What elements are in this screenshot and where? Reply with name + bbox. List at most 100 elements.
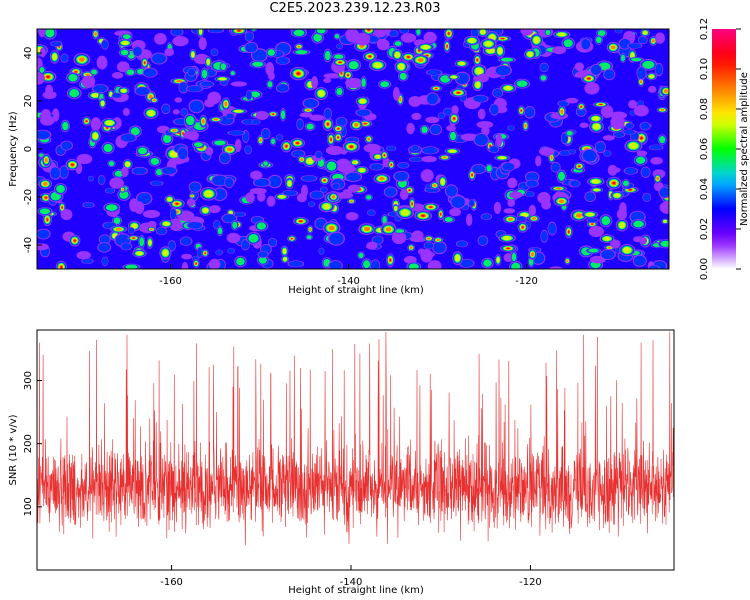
heatmap-blob — [594, 34, 603, 45]
heatmap-blob — [296, 118, 304, 131]
heatmap-blob — [637, 35, 648, 45]
heatmap-blob — [448, 112, 460, 125]
heatmap-blob — [422, 202, 440, 212]
heatmap-blob — [305, 234, 313, 241]
heatmap-blob — [147, 226, 156, 233]
heatmap-blob — [370, 259, 381, 269]
heatmap-blob — [355, 108, 372, 117]
heatmap-blob — [116, 61, 130, 73]
heatmap-blob — [396, 206, 415, 219]
heatmap-blob — [409, 236, 427, 243]
heatmap-blob — [59, 165, 69, 180]
heatmap-blob — [198, 37, 207, 50]
heatmap-blob — [421, 146, 440, 155]
heatmap-x-label: Height of straight line (km) — [288, 285, 424, 296]
heatmap-blob — [387, 159, 395, 170]
heatmap-blob — [43, 29, 57, 40]
heatmap-blob — [430, 181, 440, 190]
heatmap-blob — [37, 129, 52, 140]
heatmap-blob — [606, 41, 620, 53]
heatmap-blob — [209, 116, 223, 123]
heatmap-blob — [480, 213, 493, 221]
heatmap-blob — [97, 242, 112, 253]
heatmap-blob — [403, 255, 417, 264]
heatmap-blob — [455, 240, 469, 248]
heatmap-blob — [240, 239, 250, 251]
heatmap-blob — [187, 67, 196, 77]
snr-x-label: Height of straight line (km) — [288, 585, 424, 596]
heatmap-blob — [425, 69, 443, 76]
heatmap-blob — [172, 109, 180, 115]
heatmap-blob — [132, 45, 143, 57]
heatmap-blob — [99, 98, 107, 109]
heatmap-blob — [265, 47, 277, 58]
heatmap-blob — [262, 160, 270, 167]
heatmap-blob — [88, 136, 97, 149]
heatmap-blob — [179, 236, 193, 246]
heatmap-blob — [639, 121, 651, 131]
heatmap-blob — [249, 60, 266, 68]
heatmap-blob — [76, 250, 91, 260]
heatmap-blob — [443, 39, 451, 53]
heatmap-blob — [42, 212, 53, 227]
heatmap-blob — [507, 199, 516, 207]
heatmap-blob — [164, 195, 175, 204]
heatmap-blob — [454, 59, 469, 68]
heatmap-blob — [181, 253, 193, 260]
heatmap-blob — [612, 131, 626, 138]
heatmap-blob — [574, 71, 588, 78]
heatmap-blob — [40, 115, 55, 126]
heatmap-blob — [392, 203, 399, 214]
heatmap-blob — [311, 76, 318, 89]
heatmap-blob — [107, 160, 116, 168]
heatmap-blob — [309, 114, 325, 121]
heatmap-blob — [581, 210, 599, 219]
heatmap-blob — [415, 29, 422, 37]
heatmap-blob — [181, 261, 189, 269]
heatmap-blob — [268, 237, 278, 248]
heatmap-blob — [537, 192, 551, 204]
heatmap-blob — [314, 29, 328, 35]
heatmap-blob — [481, 257, 494, 269]
heatmap-blob — [423, 31, 437, 44]
heatmap-blob — [119, 133, 137, 143]
heatmap-blob — [167, 127, 181, 134]
heatmap-blob — [358, 223, 376, 235]
heatmap-blob — [289, 66, 308, 81]
heatmap-blob — [254, 220, 269, 232]
heatmap-blob — [447, 74, 460, 80]
heatmap-blob — [111, 92, 123, 99]
heatmap-blob — [364, 134, 373, 144]
heatmap-blob — [186, 198, 195, 207]
heatmap-blob — [265, 62, 275, 76]
heatmap-blob — [216, 225, 224, 237]
heatmap-blob — [420, 169, 434, 183]
heatmap-blob — [362, 29, 376, 36]
heatmap-blob — [507, 177, 518, 189]
heatmap-blob — [650, 156, 663, 165]
heatmap-blob — [646, 72, 657, 81]
heatmap-blob — [480, 38, 497, 50]
heatmap-y-tick-label: -20 — [23, 189, 34, 205]
heatmap-blob — [211, 139, 229, 147]
heatmap-blob — [150, 52, 168, 65]
heatmap-blob — [327, 132, 335, 147]
heatmap-blob — [648, 144, 664, 151]
heatmap-blob — [610, 191, 624, 200]
heatmap-blob — [386, 253, 395, 267]
heatmap-blob — [229, 70, 236, 77]
heatmap-blob — [524, 48, 537, 60]
heatmap-blob — [231, 219, 239, 231]
heatmap-blob — [393, 170, 410, 182]
heatmap-blob — [368, 59, 387, 72]
heatmap-blob — [654, 32, 665, 44]
heatmap-y-tick-label: 0 — [23, 146, 34, 152]
heatmap-blob — [159, 219, 174, 228]
heatmap-blob — [81, 75, 96, 88]
heatmap-blob — [134, 86, 151, 96]
heatmap-blob — [117, 39, 133, 47]
heatmap-blob — [592, 101, 609, 108]
heatmap-blob — [234, 138, 242, 153]
heatmap-blob — [539, 62, 549, 73]
heatmap-blob — [503, 208, 516, 214]
